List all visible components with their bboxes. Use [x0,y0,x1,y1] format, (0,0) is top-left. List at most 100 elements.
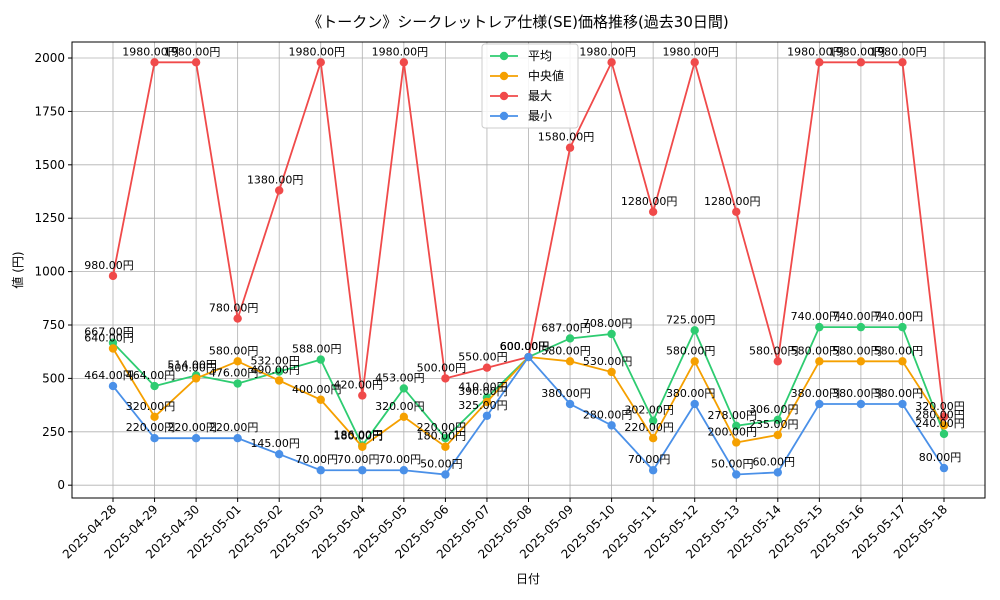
data-point [441,433,450,443]
data-label: 186.00円 [334,428,384,441]
data-label: 320.00円 [126,400,176,413]
data-label: 980.00円 [84,259,134,272]
data-label: 580.00円 [666,344,716,357]
data-label: 600.00円 [500,340,550,353]
data-point [108,381,118,391]
data-point [732,438,741,447]
data-point [358,466,367,475]
data-point [898,399,907,409]
data-point [939,429,949,439]
data-point [275,450,284,459]
legend-item: 中央値 [490,68,564,83]
data-point [233,379,242,388]
data-point [233,433,242,443]
data-point [815,357,824,366]
data-point [441,470,450,479]
data-point [150,381,159,391]
legend-label: 平均 [528,49,552,63]
data-point [150,58,159,67]
y-tick-label: 1500 [34,158,65,172]
data-point [690,399,699,409]
data-point [316,355,325,364]
data-label: 70.00円 [337,453,380,466]
data-label: 580.00円 [791,344,841,357]
legend-item: 平均 [490,49,552,63]
data-point [316,395,325,404]
data-point [648,433,658,443]
data-label: 580.00円 [209,344,259,357]
data-label: 708.00円 [583,317,633,330]
data-point [607,329,616,339]
data-point [565,143,575,152]
data-point [399,384,409,393]
y-tick-label: 2000 [34,51,65,65]
data-point [441,442,450,451]
data-label: 740.00円 [874,310,924,323]
legend-item: 最小 [490,109,552,123]
data-point [648,416,658,425]
data-label: 1980.00円 [372,45,429,58]
data-label: 725.00円 [666,313,716,326]
data-label: 180.00円 [417,430,467,443]
x-axis-ticks: 2025-04-282025-04-292025-04-302025-05-01… [60,498,950,561]
data-label: 320.00円 [375,400,425,413]
data-label: 420.00円 [334,378,384,391]
x-axis-label: 日付 [516,572,540,586]
chart-title: 《トークン》シークレットレア仕様(SE)価格推移(過去30日間) [307,13,729,31]
data-point [565,334,575,343]
data-label: 530.00円 [583,355,633,368]
data-point [856,357,866,366]
data-label: 180.00円 [334,430,384,443]
data-label: 490.00円 [250,364,300,377]
data-point [150,433,159,443]
y-tick-label: 1250 [34,211,65,225]
data-label: 220.00円 [167,421,217,434]
data-label: 280.00円 [915,408,965,421]
data-label: 380.00円 [666,387,716,400]
data-point [482,363,492,372]
data-label: 500.00円 [417,361,467,374]
data-point [275,186,284,195]
data-point [815,399,824,409]
data-label: 640.00円 [84,331,134,344]
data-point [607,421,616,430]
data-point [732,421,741,431]
data-label: 380.00円 [874,387,924,400]
data-point [358,442,367,451]
data-label: 464.00円 [126,369,176,382]
data-point [690,357,699,366]
data-label: 514.00円 [167,358,217,371]
legend-marker [499,111,509,121]
data-point [898,58,907,67]
data-point [275,367,284,376]
legend-label: 中央値 [528,68,564,83]
data-point [856,399,866,409]
data-label: 550.00円 [458,351,508,364]
data-label: 600.00円 [500,340,550,353]
data-point [773,415,782,425]
data-label: 687.00円 [541,321,591,334]
data-label: 240.00円 [915,417,965,430]
data-point [648,466,658,475]
data-label: 588.00円 [292,343,342,356]
data-point [275,376,284,385]
data-point [191,58,201,67]
data-point [399,466,409,475]
data-point [233,314,242,323]
data-label: 1980.00円 [579,45,636,58]
data-label: 400.00円 [292,383,342,396]
y-tick-label: 0 [57,478,65,492]
data-point [316,466,325,475]
data-point [108,344,118,353]
y-tick-label: 1000 [34,265,65,279]
data-label: 1280.00円 [704,195,761,208]
y-axis-ticks: 0 250 500 750 1000 1250 1500 1750 2000 [34,51,72,492]
data-label: 302.00円 [624,404,674,417]
data-label: 278.00円 [708,409,758,422]
data-label: 70.00円 [628,453,671,466]
data-point [648,207,658,216]
data-point [108,338,118,347]
data-label: 60.00円 [753,455,796,468]
data-label: 320.00円 [915,400,965,413]
